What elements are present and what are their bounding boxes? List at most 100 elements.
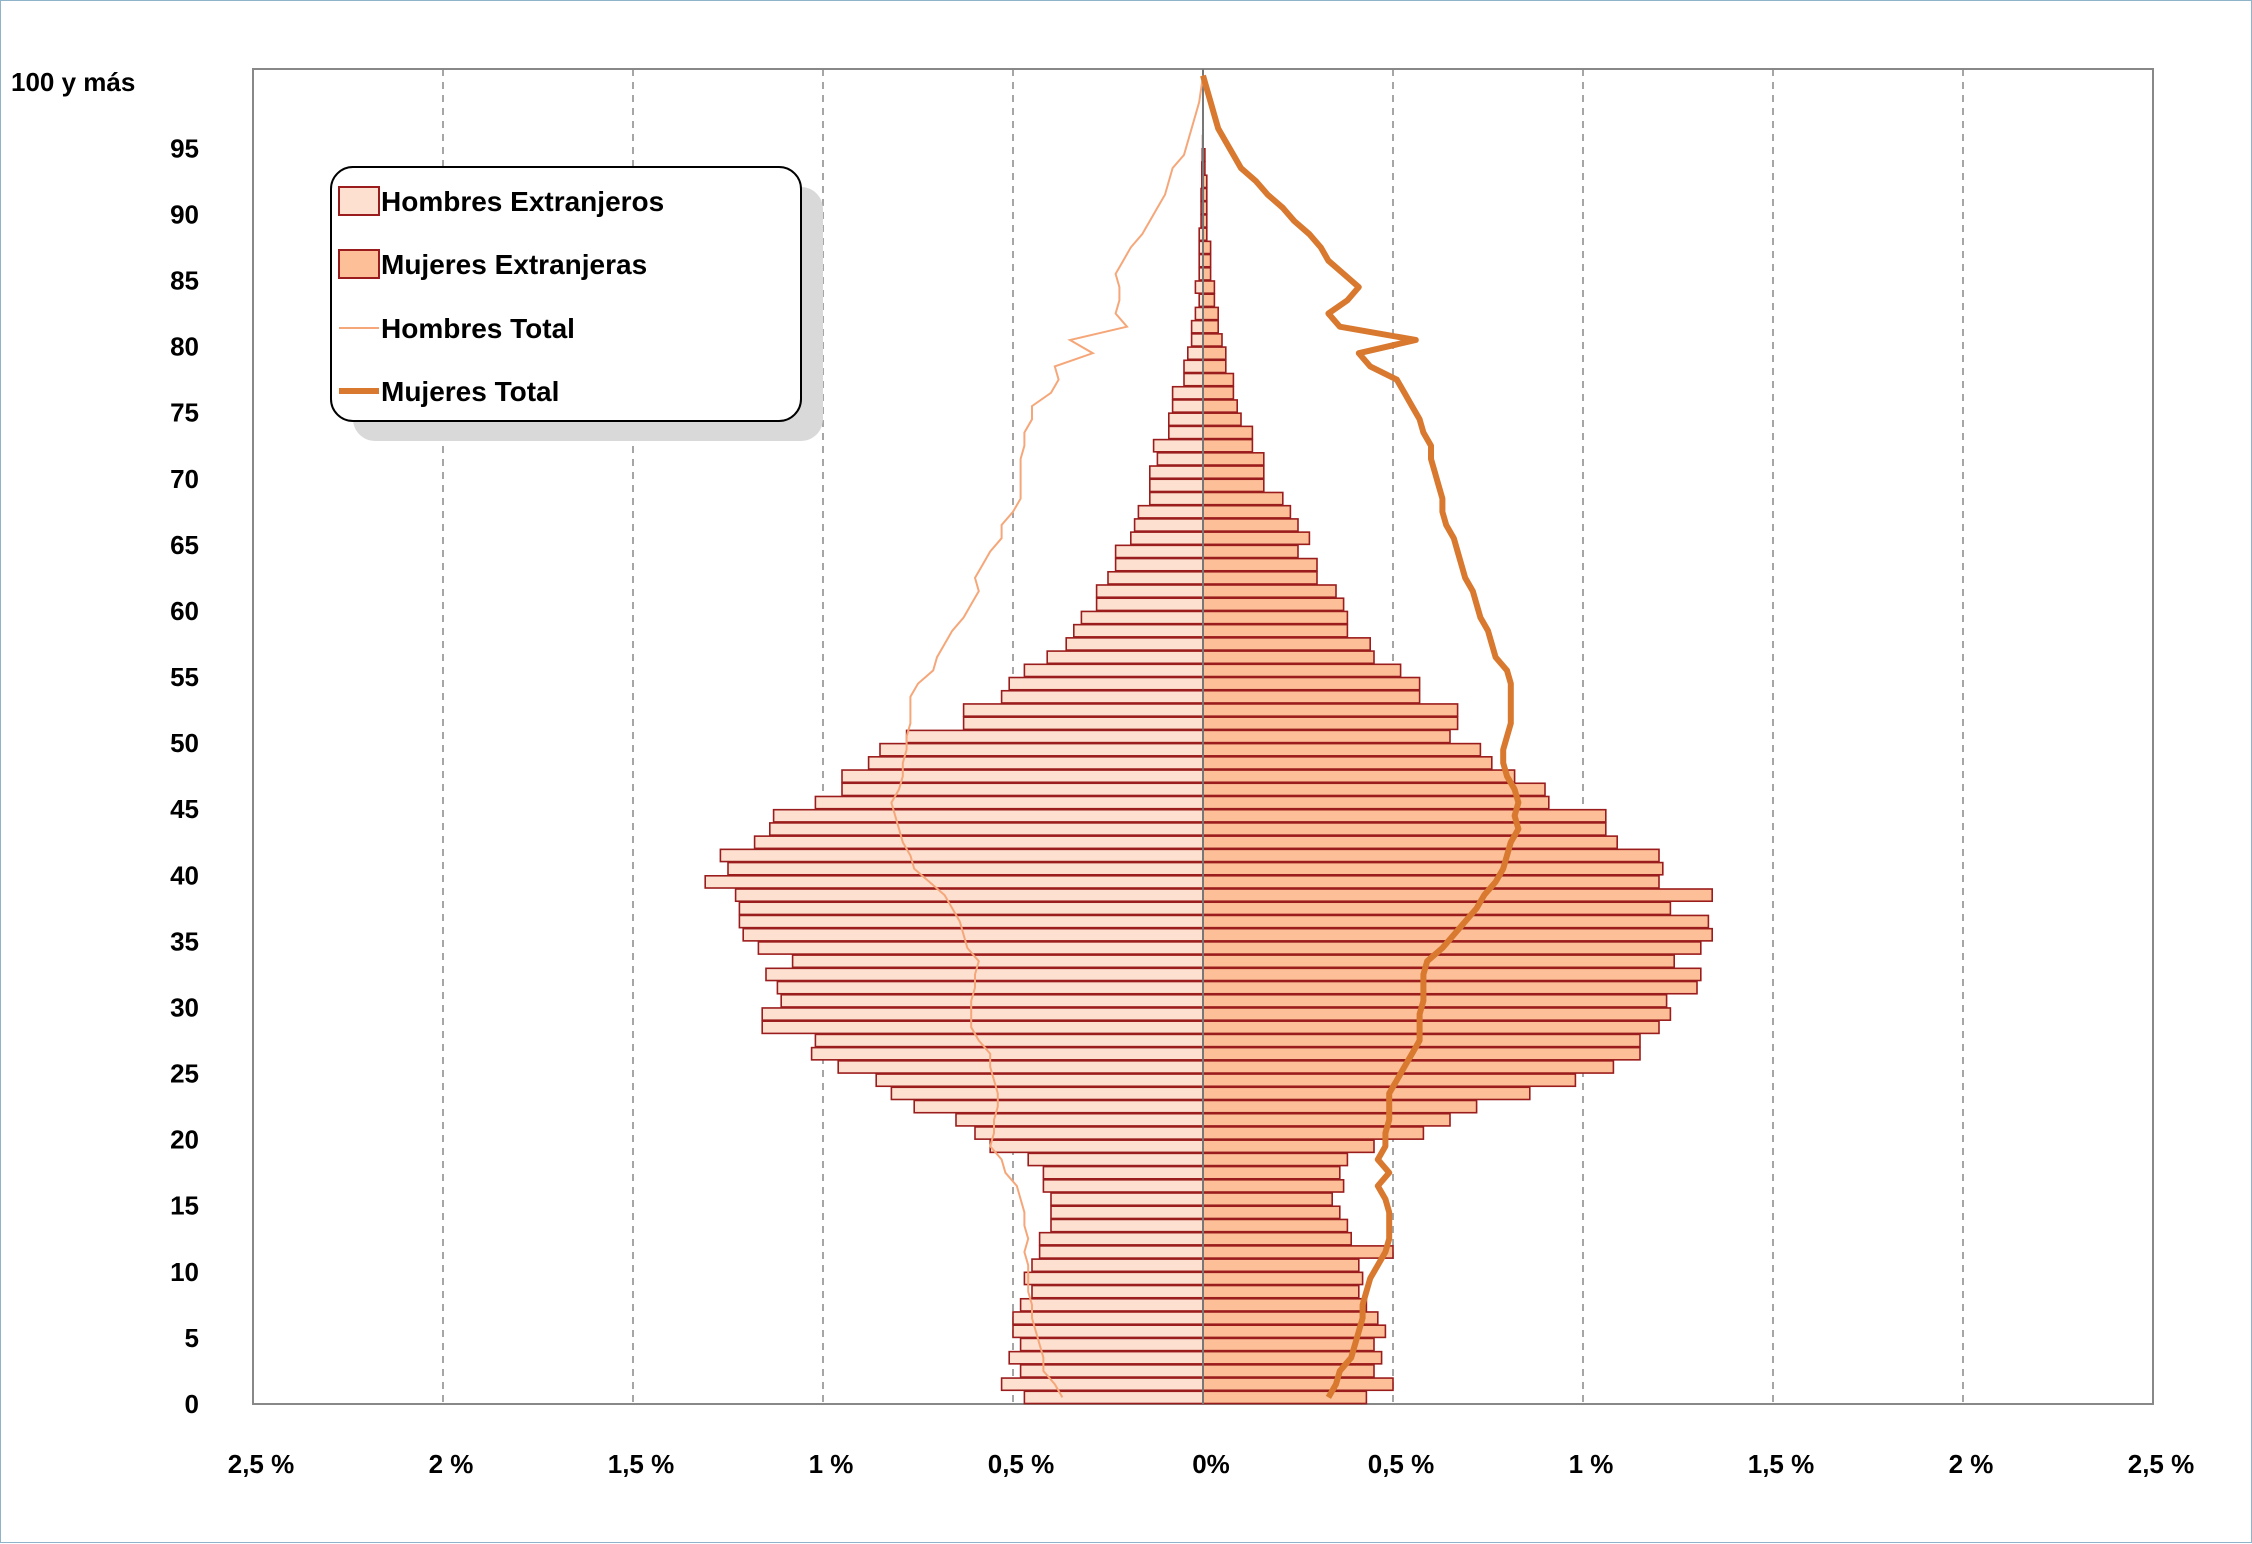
bar-mujeres-extranjeras [1203, 942, 1701, 954]
bar-hombres-extranjeros [1169, 426, 1203, 438]
bar-mujeres-extranjeras [1203, 995, 1667, 1007]
bar-mujeres-extranjeras [1203, 360, 1226, 372]
y-tick-label: 60 [170, 596, 199, 626]
bar-mujeres-extranjeras [1203, 492, 1283, 504]
bar-hombres-extranjeros [1024, 1272, 1203, 1284]
bar-hombres-extranjeros [762, 1021, 1203, 1033]
bar-hombres-extranjeros [1150, 466, 1203, 478]
y-tick-label: 5 [185, 1323, 199, 1353]
bar-mujeres-extranjeras [1203, 968, 1701, 980]
bar-hombres-extranjeros [975, 1127, 1203, 1139]
bar-hombres-extranjeros [1108, 572, 1203, 584]
bar-mujeres-extranjeras [1203, 241, 1211, 253]
bar-mujeres-extranjeras [1203, 611, 1347, 623]
bar-mujeres-extranjeras [1203, 466, 1264, 478]
bar-mujeres-extranjeras [1203, 876, 1659, 888]
bar-hombres-extranjeros [1150, 492, 1203, 504]
bar-mujeres-extranjeras [1203, 281, 1214, 293]
y-tick-label: 65 [170, 530, 199, 560]
y-axis-ticks: 0510152025303540455055606570758085909510… [11, 67, 199, 1419]
legend-label: Hombres Extranjeros [381, 186, 664, 217]
bar-mujeres-extranjeras [1203, 1272, 1363, 1284]
y-tick-label: 40 [170, 860, 199, 890]
bar-hombres-extranjeros [1150, 479, 1203, 491]
bar-mujeres-extranjeras [1203, 915, 1708, 927]
bar-hombres-extranjeros [907, 730, 1203, 742]
bar-mujeres-extranjeras [1203, 849, 1659, 861]
bar-hombres-extranjeros [1173, 387, 1203, 399]
bar-mujeres-extranjeras [1203, 374, 1233, 386]
bar-mujeres-extranjeras [1203, 598, 1344, 610]
bar-mujeres-extranjeras [1203, 823, 1606, 835]
y-tick-label: 85 [170, 265, 199, 295]
bar-mujeres-extranjeras [1203, 836, 1617, 848]
bar-hombres-extranjeros [1154, 440, 1203, 452]
bar-hombres-extranjeros [1097, 598, 1203, 610]
bar-hombres-extranjeros [1024, 1391, 1203, 1403]
x-tick-label: 2 % [429, 1449, 474, 1479]
bar-mujeres-extranjeras [1203, 1338, 1374, 1350]
bar-mujeres-extranjeras [1203, 400, 1237, 412]
bar-hombres-extranjeros [1074, 625, 1203, 637]
bar-mujeres-extranjeras [1203, 453, 1264, 465]
bar-hombres-extranjeros [793, 955, 1203, 967]
legend-label: Mujeres Total [381, 376, 559, 407]
y-tick-label: 0 [185, 1389, 199, 1419]
bar-mujeres-extranjeras [1203, 413, 1241, 425]
bar-hombres-extranjeros [770, 823, 1203, 835]
bar-hombres-extranjeros [891, 1087, 1203, 1099]
bar-mujeres-extranjeras [1203, 1114, 1450, 1126]
bar-hombres-extranjeros [1192, 321, 1203, 333]
y-tick-label: 95 [170, 133, 199, 163]
bar-hombres-extranjeros [1047, 651, 1203, 663]
bar-mujeres-extranjeras [1203, 1206, 1340, 1218]
y-tick-label: 25 [170, 1059, 199, 1089]
bar-hombres-extranjeros [1081, 611, 1203, 623]
bar-hombres-extranjeros [1195, 281, 1203, 293]
bar-hombres-extranjeros [1051, 1206, 1203, 1218]
x-tick-label: 1,5 % [1748, 1449, 1815, 1479]
legend-label: Mujeres Extranjeras [381, 249, 647, 280]
bar-hombres-extranjeros [762, 1008, 1203, 1020]
bar-hombres-extranjeros [758, 942, 1203, 954]
bar-hombres-extranjeros [1002, 691, 1203, 703]
bar-hombres-extranjeros [1028, 1153, 1203, 1165]
bar-mujeres-extranjeras [1203, 757, 1492, 769]
bar-hombres-extranjeros [720, 849, 1203, 861]
bar-mujeres-extranjeras [1203, 1008, 1670, 1020]
bar-hombres-extranjeros [1157, 453, 1203, 465]
bar-hombres-extranjeros [842, 770, 1203, 782]
bar-hombres-extranjeros [736, 889, 1203, 901]
bar-mujeres-extranjeras [1203, 1087, 1530, 1099]
bar-hombres-extranjeros [869, 757, 1203, 769]
bar-mujeres-extranjeras [1203, 730, 1450, 742]
bar-hombres-extranjeros [964, 717, 1203, 729]
bar-hombres-extranjeros [1051, 1219, 1203, 1231]
bar-hombres-extranjeros [1013, 1312, 1203, 1324]
bar-mujeres-extranjeras [1203, 294, 1214, 306]
bar-mujeres-extranjeras [1203, 532, 1309, 544]
bar-mujeres-extranjeras [1203, 334, 1222, 346]
bar-mujeres-extranjeras [1203, 678, 1420, 690]
y-tick-label: 55 [170, 662, 199, 692]
bar-hombres-extranjeros [1009, 678, 1203, 690]
bar-mujeres-extranjeras [1203, 1391, 1366, 1403]
legend-swatch-mujeres-extranjeras [339, 250, 379, 278]
bar-hombres-extranjeros [1169, 413, 1203, 425]
bar-hombres-extranjeros [876, 1074, 1203, 1086]
bar-hombres-extranjeros [1051, 1193, 1203, 1205]
x-tick-label: 1 % [809, 1449, 854, 1479]
bar-mujeres-extranjeras [1203, 1140, 1374, 1152]
bar-hombres-extranjeros [1097, 585, 1203, 597]
bar-hombres-extranjeros [743, 929, 1203, 941]
y-tick-label: 90 [170, 199, 199, 229]
bar-mujeres-extranjeras [1203, 1193, 1332, 1205]
bar-hombres-extranjeros [1188, 347, 1203, 359]
y-tick-label: 45 [170, 794, 199, 824]
x-tick-label: 2 % [1949, 1449, 1994, 1479]
bar-hombres-extranjeros [1013, 1325, 1203, 1337]
bar-mujeres-extranjeras [1203, 982, 1697, 994]
bar-mujeres-extranjeras [1203, 1259, 1359, 1271]
